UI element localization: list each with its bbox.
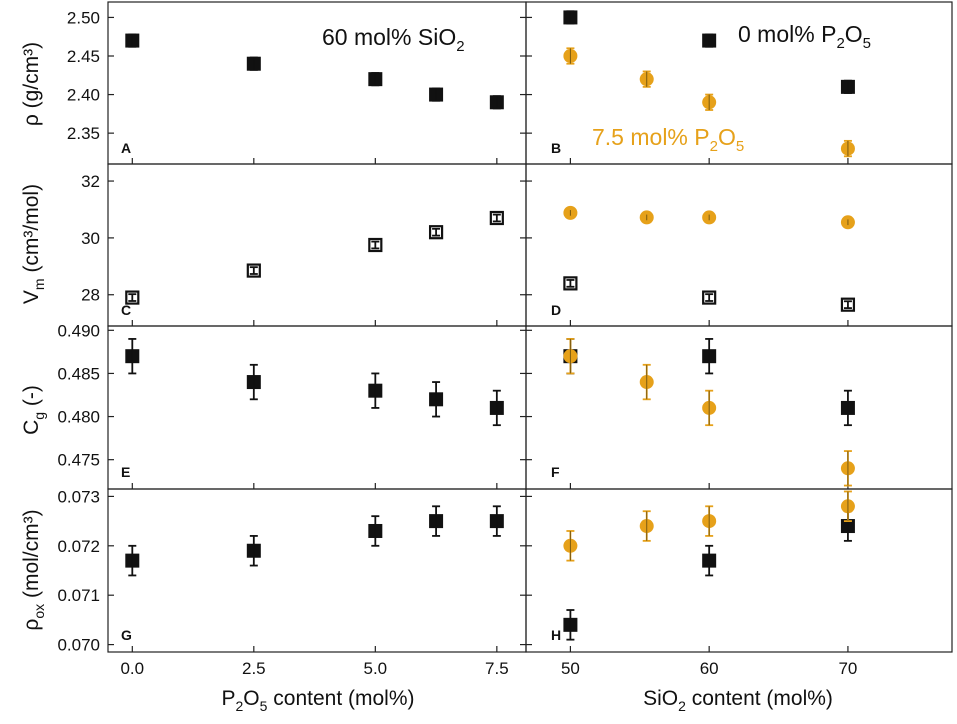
point-h-s1-3 [840, 490, 855, 523]
point-e-s0-0 [125, 338, 140, 375]
point-c-s0-4 [489, 210, 504, 226]
marker-d-s0-2 [840, 297, 856, 312]
point-b-s0-0 [563, 10, 578, 25]
ytick-label-rhoox-2: 0.072 [57, 537, 100, 556]
panel-letter-g: G [121, 627, 132, 643]
marker-c-s0-3 [428, 225, 444, 240]
point-h-s1-1 [639, 510, 654, 542]
point-f-s1-1 [639, 363, 654, 401]
ytick-label-vm-0: 28 [81, 286, 100, 305]
ytick-label-vm-1: 30 [81, 229, 100, 248]
svg-text:ρ (g/cm³): ρ (g/cm³) [20, 42, 43, 126]
point-d-s1-3 [840, 215, 855, 230]
point-f-s0-2 [840, 389, 855, 427]
point-h-s1-2 [702, 505, 717, 537]
point-d-s0-1 [702, 290, 717, 305]
point-a-s0-3 [429, 87, 444, 102]
axis-ticks: 2.35 2.40 2.45 2.50 28 30 32 0.475 0.480 0.485 0.4… [57, 8, 857, 678]
marker-d-s0-0 [563, 276, 578, 291]
data-marks [125, 10, 856, 641]
ytick-label-rhoox-1: 0.071 [57, 586, 100, 605]
point-h-s1-0 [563, 530, 578, 562]
point-b-s1-2 [702, 93, 717, 111]
point-e-s0-1 [246, 363, 261, 401]
point-h-s0-0 [563, 609, 578, 641]
ytick-label-rho-1: 2.40 [67, 86, 100, 105]
point-g-s0-2 [368, 515, 383, 547]
point-a-s0-1 [246, 56, 261, 71]
ytick-label-cg-2: 0.485 [57, 364, 100, 383]
ytick-label-cg-3: 0.490 [57, 321, 100, 340]
ytick-label-cg-1: 0.480 [57, 408, 100, 427]
point-d-s1-0 [563, 205, 578, 220]
svg-text:Cg (-): Cg (-) [20, 385, 47, 435]
ytick-label-cg-0: 0.475 [57, 451, 100, 470]
point-h-s0-1 [702, 544, 717, 577]
ytick-label-rho-2: 2.45 [67, 47, 100, 66]
point-g-s0-3 [429, 505, 444, 537]
panel-letter-b: B [551, 140, 561, 156]
point-e-s0-3 [429, 381, 444, 418]
point-d-s1-1 [639, 210, 654, 225]
panel-letter-a: A [121, 140, 131, 156]
point-b-s1-0 [563, 47, 578, 65]
panel-frames [107, 1, 953, 653]
point-e-s0-2 [368, 372, 383, 409]
xtick-label-right-1: 60 [700, 659, 719, 678]
ytick-label-rhoox-3: 0.073 [57, 487, 100, 506]
point-b-s0-2 [840, 79, 855, 94]
panel-letter-h: H [551, 627, 561, 643]
point-d-s1-2 [702, 210, 717, 225]
point-a-s0-4 [489, 95, 504, 110]
point-g-s0-0 [125, 544, 140, 577]
ylabel-cg: Cg (-) [20, 385, 47, 435]
xtick-label-right-2: 70 [838, 659, 857, 678]
point-c-s0-3 [428, 225, 444, 240]
panel-letter-e: E [121, 464, 130, 480]
point-c-s0-0 [125, 290, 140, 305]
ylabel-rho: ρ (g/cm³) [20, 42, 43, 126]
panel-letter-d: D [551, 302, 561, 318]
point-a-s0-0 [125, 33, 140, 48]
point-f-s1-0 [563, 338, 578, 375]
point-b-s1-1 [639, 70, 654, 88]
point-c-s0-2 [368, 237, 383, 253]
point-b-s0-1 [702, 33, 717, 48]
point-b-s1-3 [840, 139, 855, 158]
ytick-label-rho-3: 2.50 [67, 8, 100, 27]
xtick-label-left-0: 0.0 [120, 659, 144, 678]
point-g-s0-4 [489, 505, 504, 537]
xtick-label-left-3: 7.5 [485, 659, 509, 678]
ytick-label-vm-2: 32 [81, 172, 100, 191]
point-a-s0-2 [368, 72, 383, 87]
marker-d-s0-1 [702, 290, 717, 305]
point-f-s0-1 [702, 338, 717, 375]
marker-c-s0-1 [246, 263, 261, 278]
panel-letter-f: F [551, 464, 560, 480]
point-c-s0-1 [246, 263, 261, 278]
point-d-s0-0 [563, 276, 578, 291]
point-f-s1-2 [702, 389, 717, 427]
point-f-s1-3 [840, 450, 855, 487]
point-g-s0-1 [246, 535, 261, 567]
xtick-label-right-0: 50 [561, 659, 580, 678]
ytick-label-rho-0: 2.35 [67, 124, 100, 143]
point-e-s0-4 [489, 389, 504, 427]
annotation-0-mol-p2o5: 0 mol% P2O5 [738, 21, 871, 52]
point-d-s0-2 [840, 297, 856, 312]
annotation-60-mol-sio2: 60 mol% SiO2 [322, 24, 465, 55]
marker-c-s0-2 [368, 237, 383, 253]
ytick-label-rhoox-0: 0.070 [57, 636, 100, 655]
marker-c-s0-4 [489, 210, 504, 226]
frame-panel-h [525, 488, 953, 653]
panel-letter-c: C [121, 302, 131, 318]
xtick-label-left-2: 5.0 [364, 659, 388, 678]
xtick-label-left-1: 2.5 [242, 659, 266, 678]
annotation-7-5-mol-p2o5: 7.5 mol% P2O5 [592, 124, 744, 155]
xlabel-p2o5: P2O5 content (mol%) [221, 687, 414, 714]
marker-c-s0-0 [125, 290, 140, 305]
xlabel-sio2: SiO2 content (mol%) [643, 687, 833, 714]
